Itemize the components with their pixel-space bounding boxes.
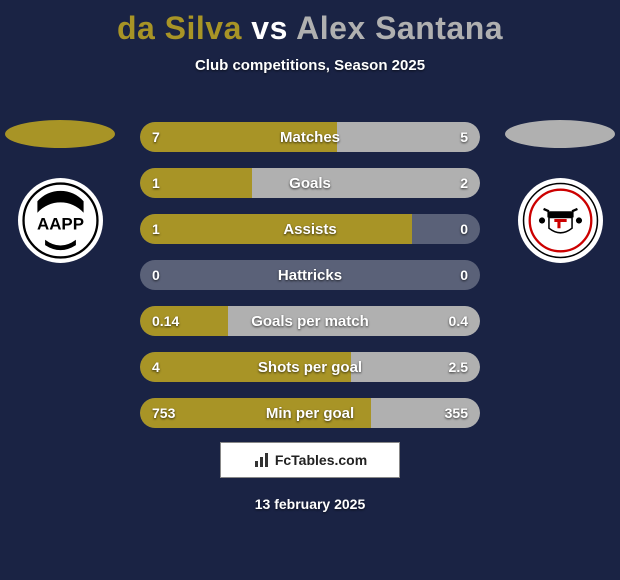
date-text: 13 february 2025 xyxy=(0,496,620,512)
stat-value-left: 753 xyxy=(152,398,175,428)
player-right-name: Alex Santana xyxy=(296,10,503,46)
stat-row: 42.5Shots per goal xyxy=(140,352,480,382)
left-ellipse xyxy=(5,120,115,148)
vs-text: vs xyxy=(251,10,288,46)
player-left-name: da Silva xyxy=(117,10,242,46)
stat-fill-left xyxy=(140,214,412,244)
stat-value-left: 0.14 xyxy=(152,306,179,336)
stat-fill-left xyxy=(140,352,351,382)
stat-fill-left xyxy=(140,122,337,152)
subtitle: Club competitions, Season 2025 xyxy=(0,57,620,74)
svg-text:AAPP: AAPP xyxy=(36,215,83,234)
stat-row: 753355Min per goal xyxy=(140,398,480,428)
stats-bars: 75Matches12Goals10Assists00Hattricks0.14… xyxy=(140,122,480,444)
stat-value-left: 1 xyxy=(152,168,160,198)
brand-badge[interactable]: FcTables.com xyxy=(220,442,400,478)
stat-value-right: 2.5 xyxy=(449,352,468,382)
stat-value-right: 0 xyxy=(460,260,468,290)
stat-value-right: 0.4 xyxy=(449,306,468,336)
ponte-preta-crest-icon: AAPP xyxy=(22,182,99,259)
corinthians-crest-icon xyxy=(522,182,599,259)
left-player-column: AAPP xyxy=(0,110,120,263)
stat-row: 12Goals xyxy=(140,168,480,198)
left-club-crest: AAPP xyxy=(18,178,103,263)
right-player-column xyxy=(500,110,620,263)
stat-value-right: 2 xyxy=(460,168,468,198)
right-ellipse xyxy=(505,120,615,148)
brand-text: FcTables.com xyxy=(275,452,367,468)
comparison-title: da Silva vs Alex Santana xyxy=(0,0,620,47)
stat-row: 0.140.4Goals per match xyxy=(140,306,480,336)
stat-row: 75Matches xyxy=(140,122,480,152)
stat-value-right: 5 xyxy=(460,122,468,152)
stat-row: 10Assists xyxy=(140,214,480,244)
stat-value-left: 1 xyxy=(152,214,160,244)
stat-label: Hattricks xyxy=(140,260,480,290)
stat-fill-right xyxy=(228,306,480,336)
stat-value-left: 7 xyxy=(152,122,160,152)
stat-row: 0 0Hattricks xyxy=(140,260,480,290)
stat-fill-right xyxy=(252,168,480,198)
stat-value-right: 355 xyxy=(445,398,468,428)
chart-icon xyxy=(253,451,271,469)
stat-value-left: 4 xyxy=(152,352,160,382)
right-club-crest xyxy=(518,178,603,263)
stat-fill-right xyxy=(337,122,480,152)
stat-value-left: 0 xyxy=(152,260,160,290)
stat-value-right: 0 xyxy=(460,214,468,244)
